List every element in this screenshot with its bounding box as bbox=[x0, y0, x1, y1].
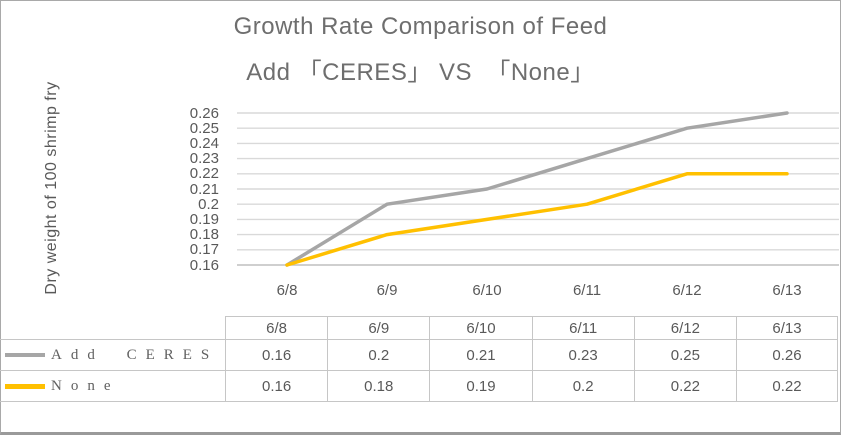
table-value-add-ceres-6/13: 0.26 bbox=[735, 340, 839, 371]
table-value-none-6/8: 0.16 bbox=[225, 371, 328, 402]
table-value-add-ceres-6/12: 0.25 bbox=[633, 340, 736, 371]
y-tick-label-0.16: 0.16 bbox=[189, 256, 219, 274]
series-line-add-ceres bbox=[285, 111, 789, 267]
series-line-none bbox=[285, 172, 789, 267]
y-tick-label-0.24: 0.24 bbox=[189, 134, 219, 152]
legend-key-none bbox=[5, 383, 45, 389]
y-tick-label-0.2: 0.2 bbox=[198, 195, 219, 213]
legend-key-add-ceres bbox=[5, 353, 45, 357]
table-value-none-6/12: 0.22 bbox=[633, 371, 736, 402]
chart-data-table: 6/8 6/9 6/10 6/11 6/12 6/13 Add CERES 0.16 0.2 0.… bbox=[0, 316, 839, 402]
table-value-add-ceres-6/11: 0.23 bbox=[531, 340, 634, 371]
x-tick-label-6/10: 6/10 bbox=[472, 282, 502, 299]
table-value-none-6/10: 0.19 bbox=[429, 371, 532, 402]
legend-label-add-ceres: Add CERES bbox=[51, 346, 219, 363]
y-tick-label-0.19: 0.19 bbox=[189, 210, 219, 228]
legend-item-none: None bbox=[0, 371, 225, 402]
y-tick-label-0.26: 0.26 bbox=[189, 104, 219, 122]
y-tick-label-0.25: 0.25 bbox=[189, 119, 219, 137]
x-tick-label-6/9: 6/9 bbox=[376, 282, 398, 299]
table-header-6/13: 6/13 bbox=[735, 316, 839, 340]
table-value-add-ceres-6/9: 0.2 bbox=[327, 340, 430, 371]
y-axis-title: Dry weight of 100 shrimp fry bbox=[43, 81, 60, 295]
table-header-6/12: 6/12 bbox=[633, 316, 736, 340]
table-header-6/11: 6/11 bbox=[531, 316, 634, 340]
y-tick-label-0.17: 0.17 bbox=[189, 241, 219, 259]
legend-label-none: None bbox=[51, 377, 120, 394]
plot-area bbox=[237, 111, 839, 267]
table-value-none-6/13: 0.22 bbox=[735, 371, 839, 402]
chart-title-line1: Growth Rate Comparison of Feed bbox=[233, 13, 608, 40]
y-tick-label-0.22: 0.22 bbox=[189, 165, 219, 183]
table-value-none-6/11: 0.2 bbox=[531, 371, 634, 402]
table-header-6/8: 6/8 bbox=[225, 316, 328, 340]
table-header-6/10: 6/10 bbox=[429, 316, 532, 340]
y-tick-label-0.23: 0.23 bbox=[189, 150, 219, 168]
chart-title-line2: Add 「CERES」 VS 「None」 bbox=[246, 59, 595, 86]
x-tick-label-6/12: 6/12 bbox=[672, 282, 702, 299]
table-value-add-ceres-6/10: 0.21 bbox=[429, 340, 532, 371]
table-value-none-6/9: 0.18 bbox=[327, 371, 430, 402]
x-tick-label-6/13: 6/13 bbox=[772, 282, 802, 299]
table-corner-cell bbox=[0, 316, 225, 340]
table-value-add-ceres-6/8: 0.16 bbox=[225, 340, 328, 371]
x-tick-label-6/8: 6/8 bbox=[276, 282, 298, 299]
x-tick-label-6/11: 6/11 bbox=[572, 282, 602, 299]
y-tick-label-0.21: 0.21 bbox=[189, 180, 219, 198]
y-tick-label-0.18: 0.18 bbox=[189, 226, 219, 244]
legend-item-add-ceres: Add CERES bbox=[0, 340, 225, 371]
table-header-6/9: 6/9 bbox=[327, 316, 430, 340]
